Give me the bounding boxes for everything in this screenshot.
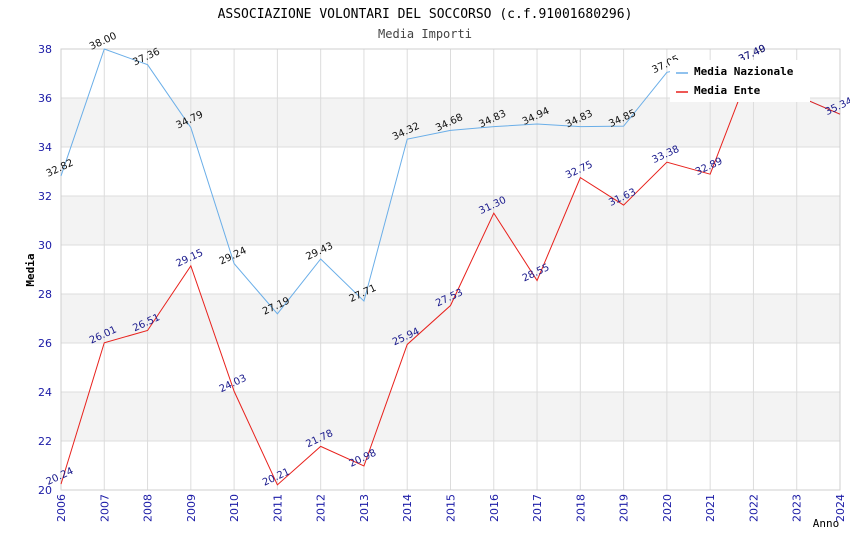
x-tick-label: 2020 [661, 494, 674, 522]
x-tick-label: 2023 [791, 494, 804, 522]
y-axis-label: Media [24, 253, 37, 286]
series-line-media-ente [60, 60, 841, 486]
y-tick-label: 32 [38, 190, 52, 203]
x-tick-label: 2015 [445, 494, 458, 522]
x-axis-label: Anno [813, 517, 840, 530]
x-tick-label: 2010 [228, 494, 241, 522]
x-tick-label: 2017 [531, 494, 544, 522]
x-tick-label: 2018 [574, 494, 587, 522]
x-tick-label: 2006 [55, 494, 68, 522]
plot-border [60, 48, 841, 491]
data-label-nazionale: 32.82 [45, 158, 76, 180]
data-label-ente: 29.15 [174, 248, 205, 270]
x-tick-label: 2011 [271, 494, 284, 522]
y-tick-label: 34 [38, 141, 52, 154]
legend-label-media-ente: Media Ente [694, 84, 761, 97]
x-tick-label: 2021 [704, 494, 717, 522]
y-tick-label: 26 [38, 337, 52, 350]
x-tick-label: 2014 [401, 494, 414, 522]
y-tick-label: 24 [38, 386, 52, 399]
chart-subtitle: Media Importi [378, 27, 472, 41]
y-tick-label: 20 [38, 484, 52, 497]
x-tick-label: 2024 [834, 494, 847, 522]
x-tick-label: 2016 [488, 494, 501, 522]
data-label-nazionale: 29.24 [218, 245, 249, 267]
y-tick-label: 28 [38, 288, 52, 301]
x-tick-label: 2007 [98, 494, 111, 522]
y-tick-labels: 20 22 24 26 28 30 32 34 36 38 [38, 43, 52, 497]
y-tick-label: 30 [38, 239, 52, 252]
legend: Media Nazionale Media Ente [670, 60, 810, 102]
y-tick-label: 22 [38, 435, 52, 448]
x-tick-label: 2009 [185, 494, 198, 522]
legend-box [670, 60, 810, 102]
data-label-ente: 20.98 [348, 448, 379, 470]
data-label-ente: 20.21 [261, 467, 292, 489]
x-tick-labels: 2006 2007 2008 2009 2010 2011 2012 2013 2014 2015… [55, 494, 847, 522]
plot-area-border [60, 48, 841, 491]
x-tick-label: 2012 [315, 494, 328, 522]
legend-label-media-nazionale: Media Nazionale [694, 65, 794, 78]
data-label-nazionale: 37.36 [131, 46, 162, 68]
data-label-ente: 32.75 [564, 159, 595, 181]
y-tick-label: 36 [38, 92, 52, 105]
y-tick-label: 38 [38, 43, 52, 56]
x-tick-label: 2008 [142, 494, 155, 522]
data-label-ente: 20.24 [45, 466, 76, 488]
x-tick-label: 2019 [618, 494, 631, 522]
x-tick-label: 2013 [358, 494, 371, 522]
chart-title: ASSOCIAZIONE VOLONTARI DEL SOCCORSO (c.f… [218, 7, 633, 22]
data-label-ente: 32.89 [694, 156, 725, 178]
x-tick-label: 2022 [747, 494, 760, 522]
data-label-ente: 28.55 [521, 262, 552, 284]
